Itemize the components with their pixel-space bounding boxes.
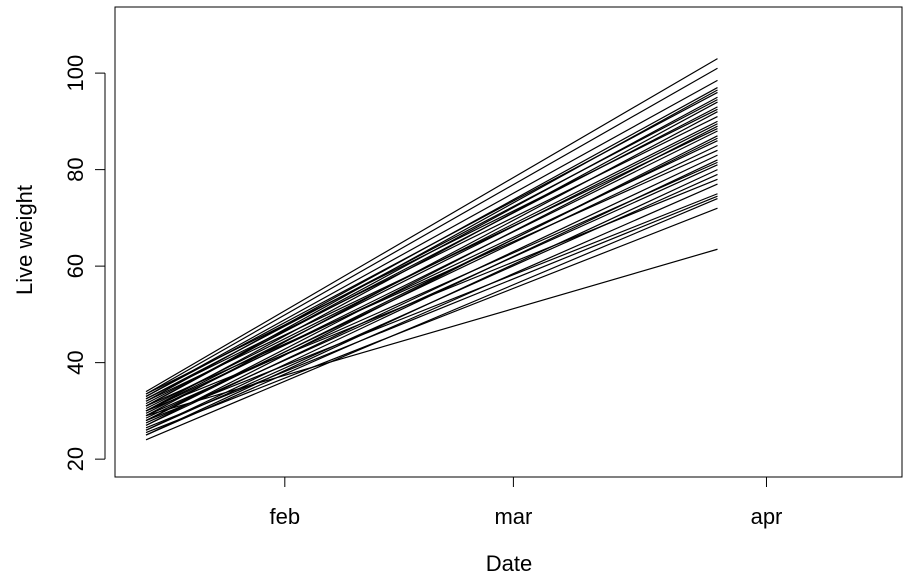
- x-axis-label: Date: [486, 551, 532, 576]
- x-tick-label: feb: [270, 504, 301, 529]
- x-tick-label: mar: [494, 504, 532, 529]
- series-line: [145, 183, 718, 436]
- y-axis-label: Live weight: [12, 185, 37, 295]
- series-line: [145, 154, 718, 426]
- series-line: [145, 89, 718, 407]
- x-tick-label: apr: [751, 504, 783, 529]
- series-line: [145, 135, 718, 426]
- series-line: [145, 195, 718, 429]
- series-line: [145, 193, 718, 422]
- series-line: [145, 178, 718, 412]
- series-line: [145, 123, 718, 412]
- series-line: [145, 99, 718, 400]
- y-tick-label: 80: [63, 157, 88, 181]
- y-tick-label: 100: [63, 55, 88, 92]
- series-line: [145, 116, 718, 400]
- series-line: [145, 248, 718, 417]
- y-tick-label: 20: [63, 447, 88, 471]
- series-line: [145, 137, 718, 422]
- series-line: [145, 207, 718, 434]
- series-line: [145, 173, 718, 431]
- series-line: [145, 67, 718, 395]
- y-tick-label: 60: [63, 254, 88, 278]
- series-line: [145, 125, 718, 422]
- series-line: [145, 128, 718, 402]
- series-line: [145, 198, 718, 441]
- y-tick-label: 40: [63, 350, 88, 374]
- series-line: [145, 108, 718, 395]
- series-line: [145, 101, 718, 412]
- series-line: [145, 79, 718, 397]
- series-line: [145, 58, 718, 393]
- series-line: [145, 111, 718, 417]
